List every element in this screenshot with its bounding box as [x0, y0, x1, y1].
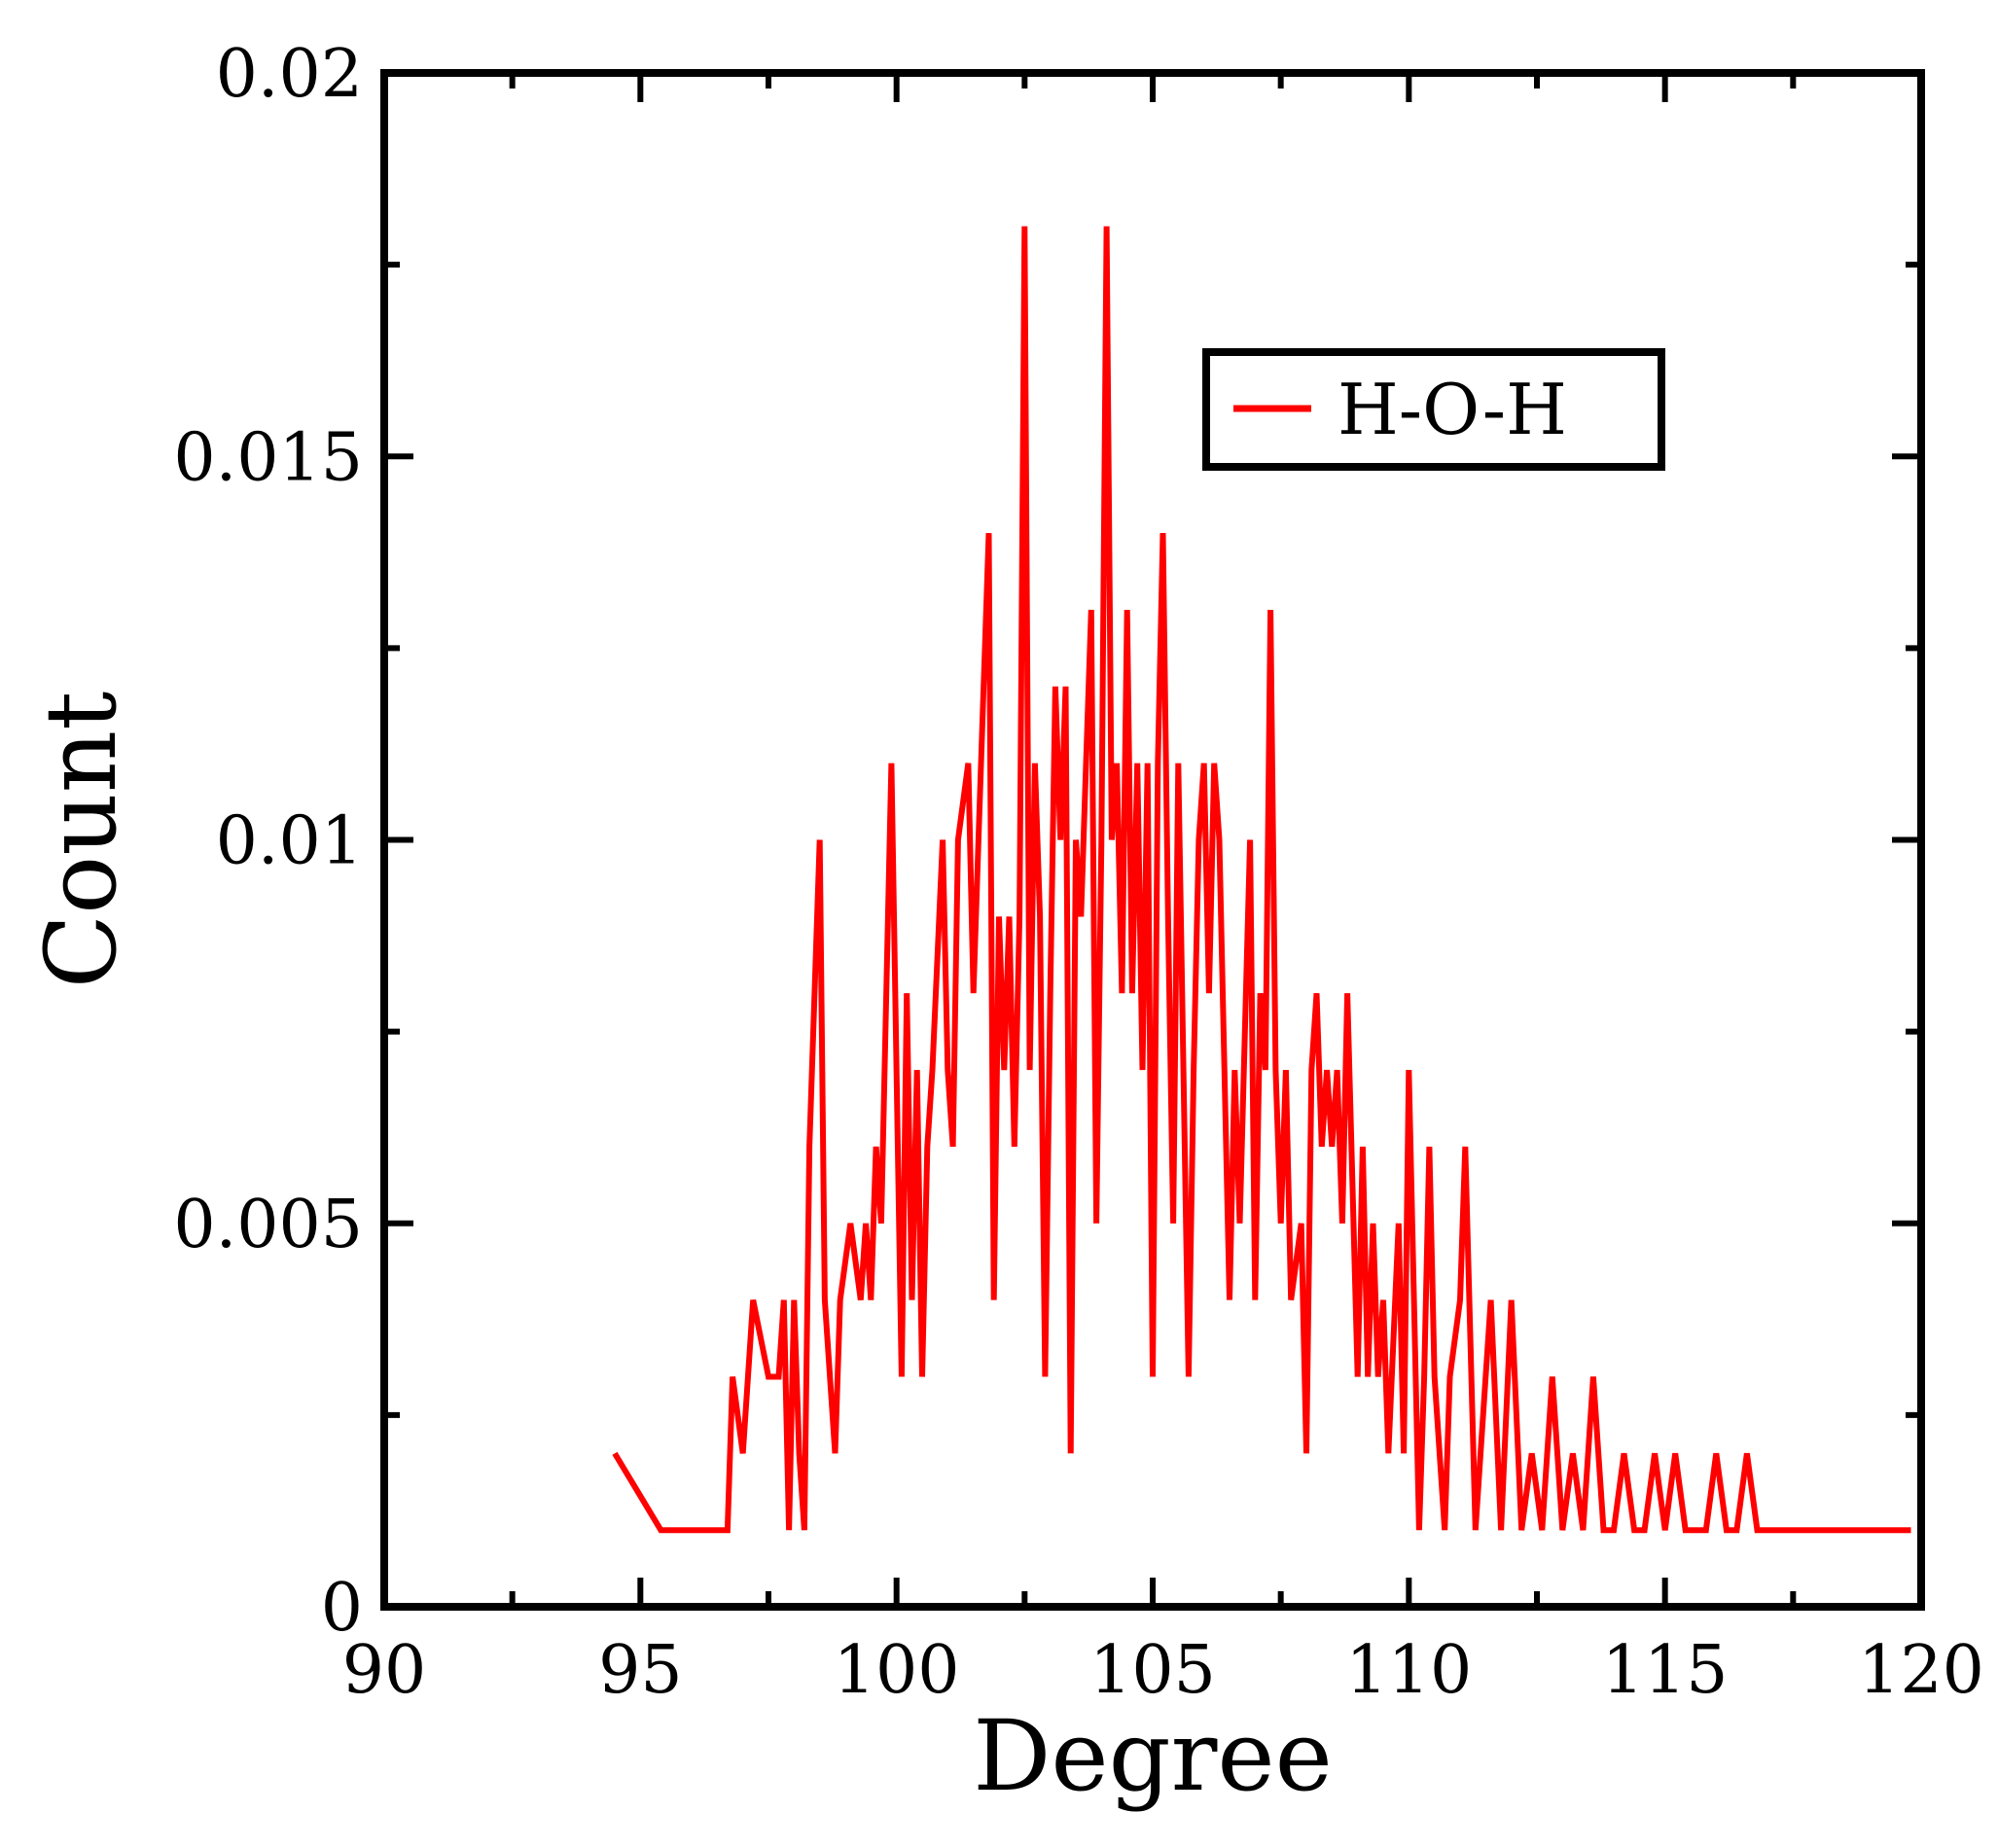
x-tick-label: 100 [834, 1632, 960, 1709]
x-tick-label: 105 [1089, 1632, 1216, 1709]
plot-area [612, 226, 1911, 1534]
y-tick-label: 0 [321, 1570, 363, 1647]
legend: H-O-H [1202, 348, 1665, 471]
series-line-hoh [612, 226, 1911, 1534]
y-tick-label: 0.02 [216, 36, 363, 113]
x-tick-label: 95 [598, 1632, 683, 1709]
y-axis-title: Count [24, 692, 138, 989]
x-tick-label: 90 [342, 1632, 427, 1709]
y-tick-label: 0.015 [173, 419, 363, 496]
x-tick-label: 120 [1858, 1632, 1984, 1709]
axis-tick-labels: 90 95 100 105 110 115 120 0 0.005 0.01 0.015 0.02 [173, 36, 1984, 1709]
x-tick-label: 115 [1602, 1632, 1729, 1709]
x-tick-label: 110 [1345, 1632, 1472, 1709]
legend-label: H-O-H [1338, 369, 1567, 450]
y-tick-label: 0.005 [173, 1187, 363, 1263]
plot-frame [380, 69, 1925, 1611]
x-axis-title: Degree [973, 1699, 1333, 1813]
y-tick-label: 0.01 [216, 803, 363, 880]
